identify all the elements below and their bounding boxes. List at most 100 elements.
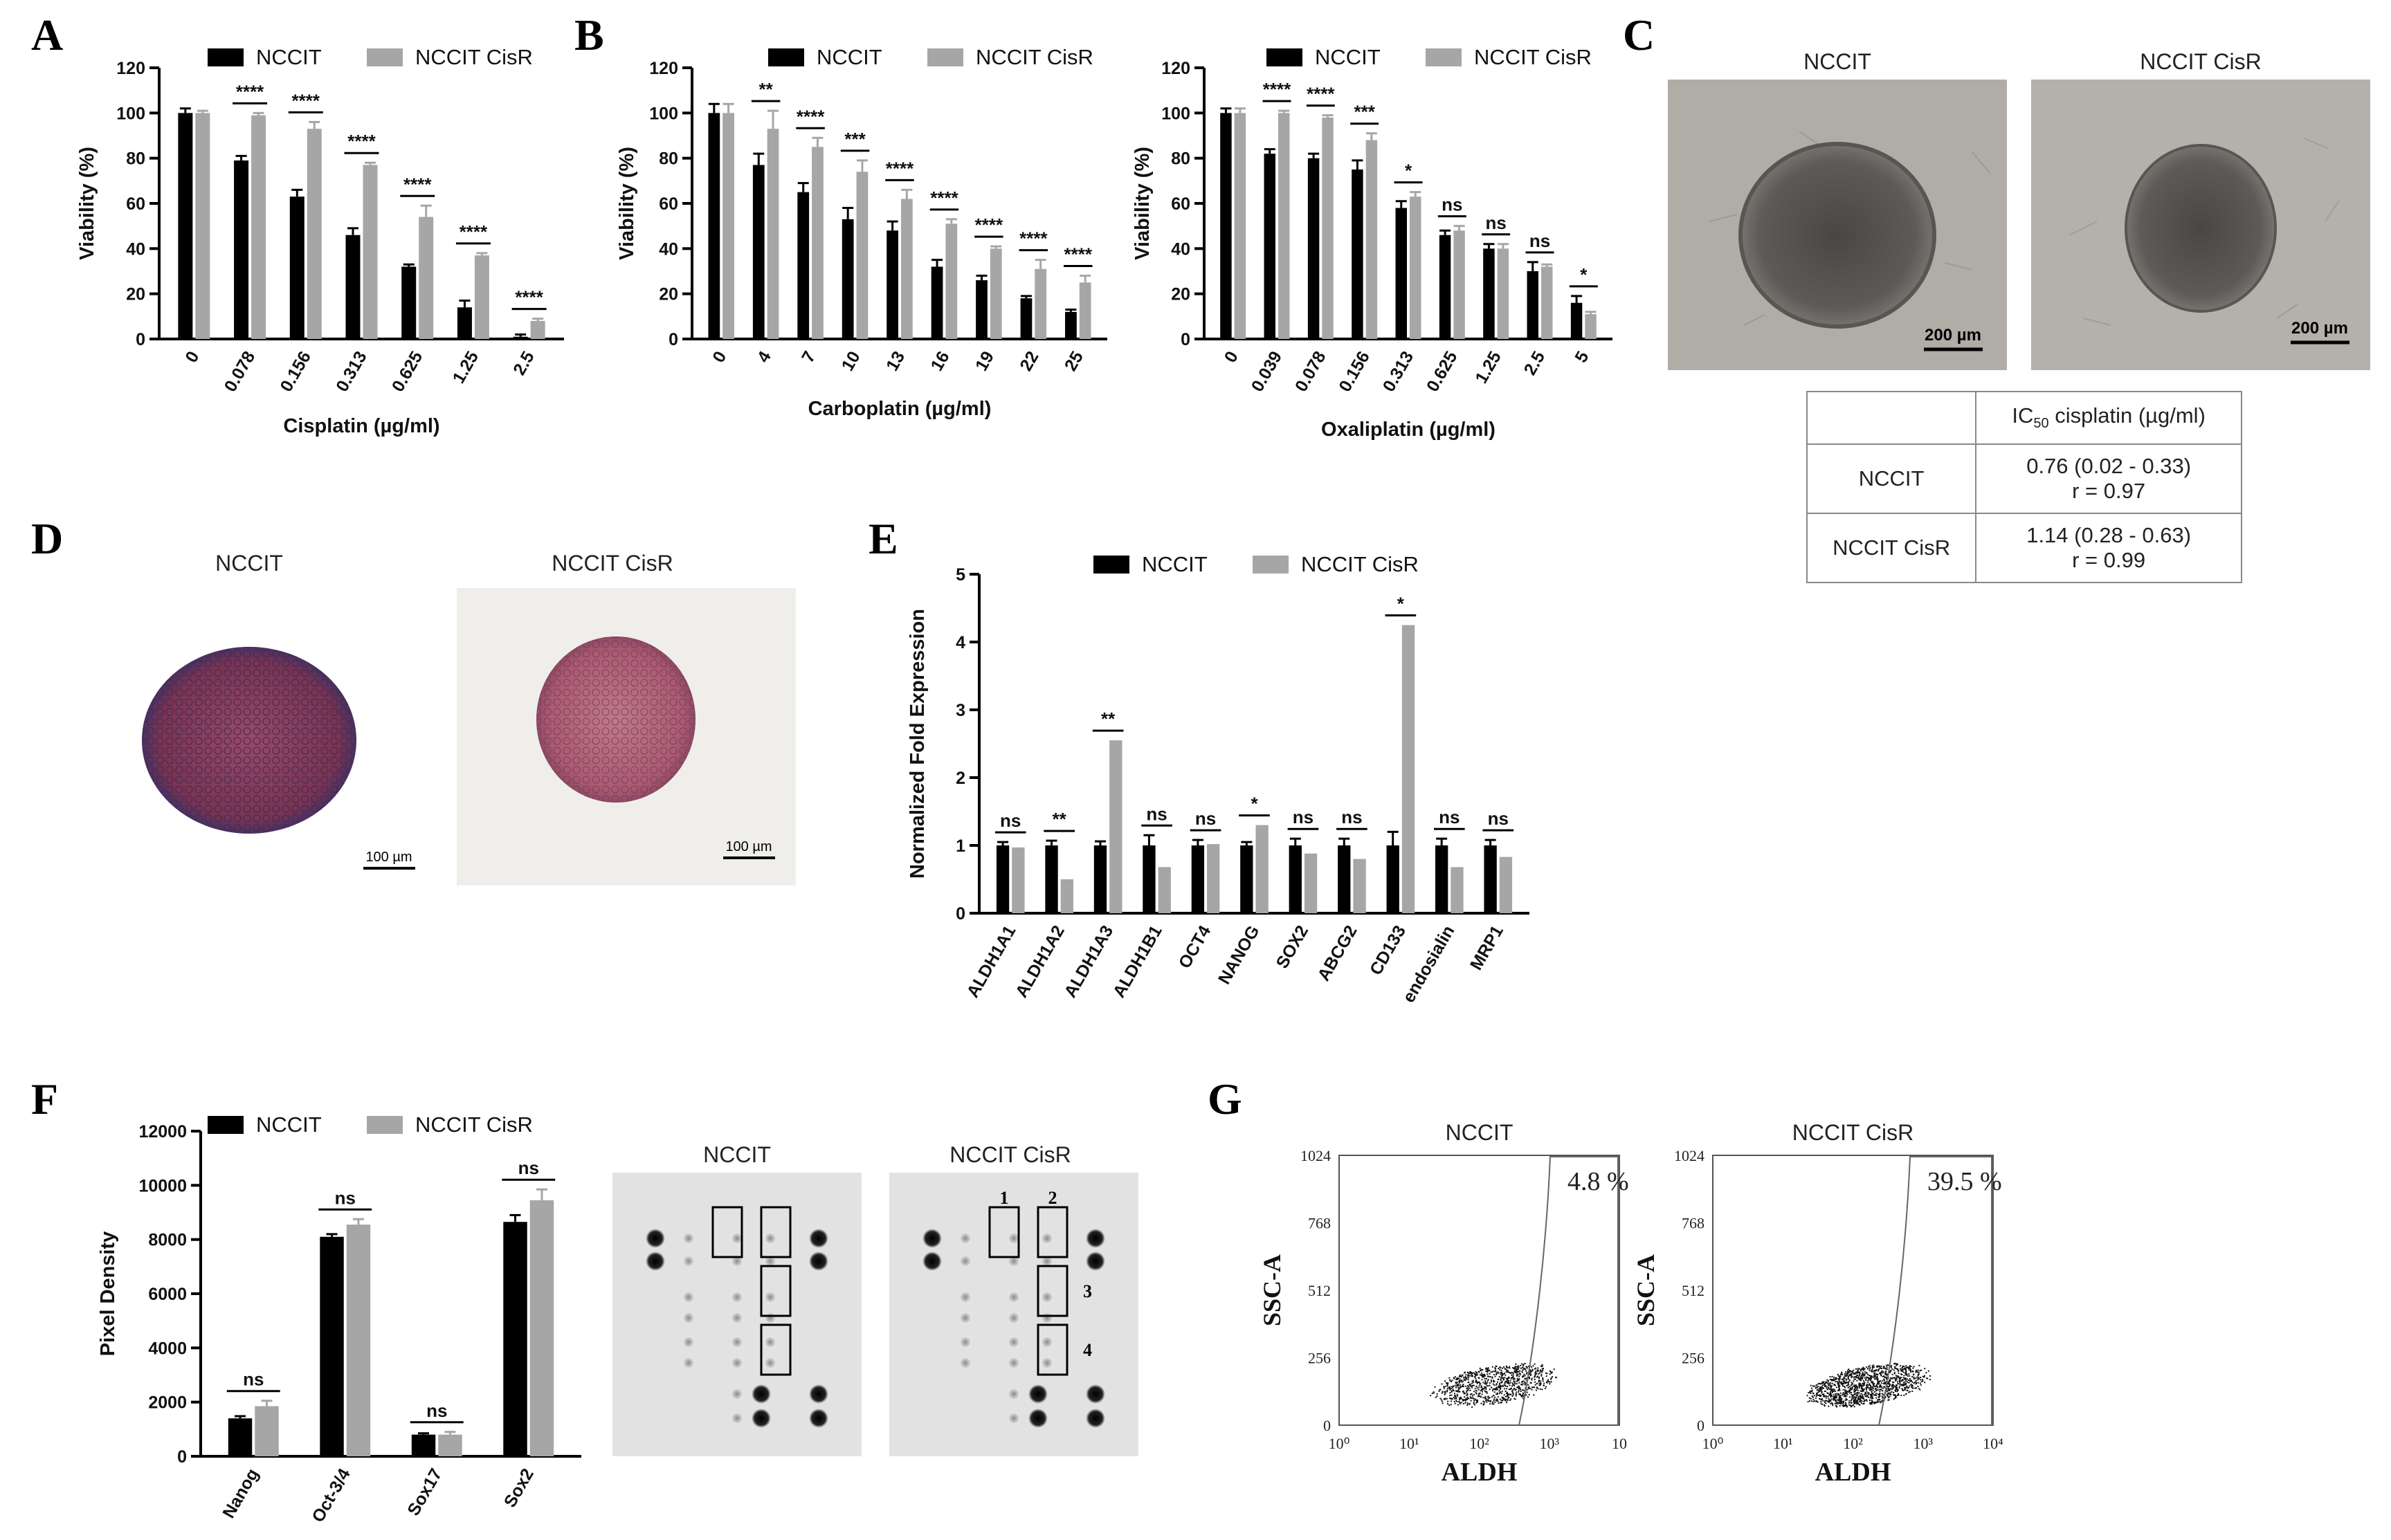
flow-y-label: SSC-A <box>1258 1254 1286 1326</box>
significance-label: ns <box>426 1400 447 1421</box>
bar-cisr <box>1109 740 1122 913</box>
y-tick-label: 120 <box>649 59 678 78</box>
x-axis-label: Cisplatin (µg/ml) <box>283 415 439 437</box>
y-tick-label: 8000 <box>148 1231 187 1250</box>
panel-label-c: C <box>1623 10 1655 59</box>
chart-pixel-density: 0 2000 4000 6000 8000 10000 12000 Pixel Density… <box>97 1112 581 1525</box>
flow-y-tick: 512 <box>1308 1282 1331 1299</box>
blot-spot-faint <box>1008 1357 1020 1369</box>
panel-d-title-cisr: NCCIT CisR <box>552 551 673 576</box>
flow-x-tick: 10³ <box>1539 1435 1559 1452</box>
he-spheroid-nccit-texture <box>142 647 356 834</box>
x-tick-label: MRP1 <box>1466 922 1507 973</box>
flow-plot-frame <box>1712 1155 1994 1426</box>
flow-y-tick: 768 <box>1682 1215 1704 1232</box>
micro-debris-lines <box>1709 131 2340 326</box>
bar-nccit <box>752 165 765 339</box>
blot-spot-strong <box>752 1409 771 1428</box>
blot-spot-faint <box>764 1357 776 1369</box>
bar-cisr <box>990 248 1002 339</box>
blot-mark-2: 2 <box>1048 1188 1057 1208</box>
significance-label: **** <box>292 90 320 111</box>
x-tick-label: 13 <box>882 348 909 374</box>
y-tick-label: 80 <box>659 149 678 169</box>
bar-cisr <box>1079 282 1091 339</box>
bar-cisr <box>722 113 734 340</box>
bar-nccit <box>1240 845 1253 913</box>
blot-title-nccit: NCCIT <box>703 1142 771 1167</box>
bar-nccit <box>1289 845 1302 913</box>
bar-nccit <box>1439 235 1451 339</box>
blot-title-cisr: NCCIT CisR <box>949 1142 1071 1167</box>
x-tick-label: ALDH1A2 <box>1012 922 1069 1001</box>
bar-nccit <box>1093 845 1107 913</box>
blot-mark-1: 1 <box>1000 1188 1009 1208</box>
panel-f-blots: NCCIT NCCIT CisR 1 2 3 4 <box>612 1142 1138 1456</box>
flow-x-tick: 10³ <box>1913 1435 1933 1452</box>
x-tick-label: 0.313 <box>1379 348 1418 395</box>
bar-nccit <box>1338 845 1351 913</box>
y-tick-label: 4 <box>956 633 965 652</box>
blot-spot-faint <box>959 1232 972 1245</box>
panel-label-g: G <box>1208 1074 1242 1124</box>
significance-label: **** <box>886 158 914 178</box>
panel-g-flow: NCCIT 0 256 512 768 1024 10⁰ 10¹ 10² 10³ 10 ALDH SSC… <box>1258 1120 2003 1487</box>
legend-label-cisr: NCCIT CisR <box>415 45 533 69</box>
significance-label: **** <box>515 287 543 308</box>
x-tick-label: 25 <box>1061 348 1087 374</box>
flow-gate <box>1878 1156 1992 1426</box>
y-tick-label: 60 <box>659 194 678 214</box>
blot-spot-strong <box>1028 1409 1048 1428</box>
he-spheroid-cisr-texture <box>536 636 696 803</box>
ic50-row-label: NCCIT <box>1806 443 1977 514</box>
significance-label: * <box>1580 264 1588 285</box>
bar-cisr <box>1012 847 1025 913</box>
bar-cisr <box>530 320 545 339</box>
flow-title: NCCIT <box>1446 1120 1513 1145</box>
flow-scatter-cloud <box>1806 1362 1931 1408</box>
bar-nccit <box>708 113 720 340</box>
bar-cisr <box>1499 856 1513 913</box>
x-tick-label: 0 <box>709 348 730 366</box>
y-tick-label: 40 <box>659 239 678 259</box>
blot-spot-strong <box>809 1252 828 1271</box>
significance-label: **** <box>797 106 825 127</box>
bar-nccit <box>289 196 304 339</box>
bar-cisr <box>1234 113 1246 340</box>
x-tick-label: OCT4 <box>1175 922 1215 972</box>
legend-swatch-nccit <box>208 48 244 66</box>
legend-label-cisr: NCCIT CisR <box>1474 45 1592 69</box>
bar-cisr <box>251 115 266 339</box>
significance-label: ns <box>1000 810 1021 831</box>
blot-spot-strong <box>646 1252 665 1271</box>
blot-spot-faint <box>682 1357 695 1369</box>
ic50-row-label: NCCIT CisR <box>1806 513 1977 583</box>
blot-spot-faint <box>1041 1232 1053 1245</box>
blot-spot-faint <box>1041 1312 1053 1324</box>
x-tick-label: Oct-3/4 <box>308 1465 354 1525</box>
bar-nccit <box>1065 311 1077 339</box>
x-tick-label: 19 <box>972 348 998 374</box>
flow-gate <box>1518 1156 1619 1426</box>
significance-label: **** <box>1019 228 1048 249</box>
legend-swatch-cisr <box>1253 556 1289 574</box>
blot-spot-faint <box>731 1232 743 1245</box>
legend-swatch-cisr <box>927 48 963 66</box>
flow-y-tick: 256 <box>1308 1350 1331 1367</box>
significance-label: * <box>1405 161 1412 181</box>
blot-spot-faint <box>1041 1291 1053 1303</box>
bar-cisr <box>1060 879 1073 913</box>
blot-spot-faint <box>682 1312 695 1324</box>
panel-c-title-cisr: NCCIT CisR <box>2140 49 2261 74</box>
significance-label: **** <box>1307 84 1335 104</box>
legend-label-nccit: NCCIT <box>817 45 882 69</box>
legend-label-cisr: NCCIT CisR <box>1301 552 1419 576</box>
blot-spot-strong <box>922 1252 942 1271</box>
bar-nccit <box>411 1434 436 1456</box>
blot-spot-faint <box>731 1412 743 1424</box>
blot-spot-faint <box>764 1232 776 1245</box>
bar-nccit <box>976 280 988 339</box>
ic50-header-cell: IC50 cisplatin (µg/ml) <box>1975 391 2242 445</box>
significance-label: *** <box>1354 102 1375 122</box>
ic50-table: IC50 cisplatin (µg/ml) NCCIT 0.76 (0.02 … <box>1806 391 2242 583</box>
